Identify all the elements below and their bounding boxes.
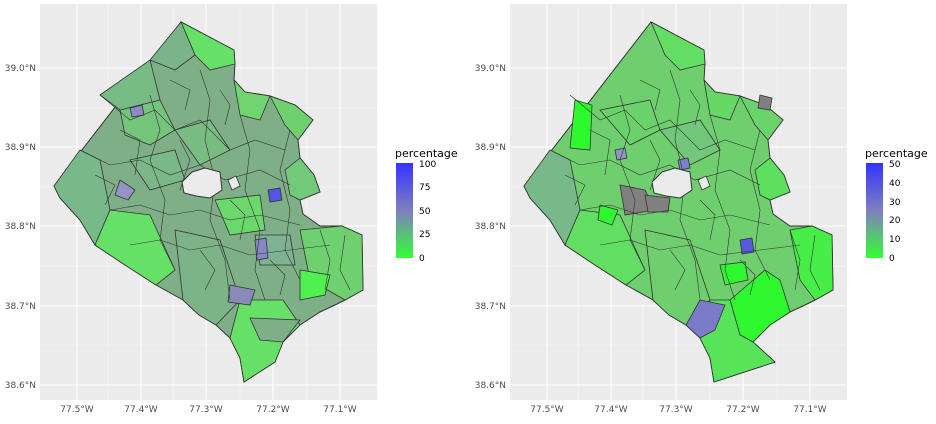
left-x-tick-label: 77.5°W	[60, 405, 94, 415]
right-tract-borders	[549, 69, 821, 301]
left-legend: percentage 100 75 50 25 0	[395, 147, 458, 264]
left-excluded-area-small	[227, 175, 241, 191]
left-y-tick-label: 39.0°N	[5, 64, 36, 74]
left-legend-tick-label: 75	[419, 183, 430, 193]
left-y-tick-label: 38.9°N	[5, 143, 36, 153]
left-y-tick-label: 38.7°N	[5, 302, 36, 312]
right-y-tick-label: 38.9°N	[475, 143, 506, 153]
right-legend-tick-label: 10	[889, 235, 901, 245]
left-x-tick-label: 77.3°W	[189, 405, 223, 415]
right-legend-title: percentage	[865, 147, 928, 160]
right-map-panel: 39.0°N 38.9°N 38.8°N 38.7°N 38.6°N 77.5°…	[475, 4, 928, 415]
right-x-tick-label: 77.2°W	[726, 405, 760, 415]
right-y-tick-label: 39.0°N	[475, 64, 506, 74]
right-legend-tick-label: 30	[889, 198, 901, 208]
right-legend-tick-label: 50	[889, 160, 901, 170]
right-legend-tick-label: 0	[889, 254, 895, 264]
right-y-tick-label: 38.8°N	[475, 222, 506, 232]
right-tract-polygons	[523, 21, 834, 383]
left-legend-tick-label: 25	[419, 230, 430, 240]
right-excluded-area-small	[697, 175, 711, 191]
left-y-tick-label: 38.8°N	[5, 222, 36, 232]
right-x-tick-label: 77.1°W	[793, 405, 827, 415]
left-tract-polygons	[53, 21, 364, 383]
left-legend-tick-label: 100	[419, 160, 436, 170]
right-legend: percentage 50 40 30 20 10 0	[865, 147, 928, 264]
right-x-tick-label: 77.4°W	[594, 405, 628, 415]
left-x-tick-label: 77.4°W	[124, 405, 158, 415]
left-legend-title: percentage	[395, 147, 458, 160]
right-legend-tick-label: 20	[889, 216, 901, 226]
left-map-panel: 39.0°N 38.9°N 38.8°N 38.7°N 38.6°N 77.5°…	[5, 4, 458, 415]
left-x-axis: 77.5°W 77.4°W 77.3°W 77.2°W 77.1°W	[60, 405, 357, 415]
right-excluded-area	[651, 167, 693, 199]
left-legend-colorbar	[396, 163, 413, 258]
left-tract-borders	[79, 69, 351, 301]
left-excluded-area	[181, 167, 223, 199]
right-y-tick-label: 38.7°N	[475, 302, 506, 312]
left-x-tick-label: 77.1°W	[323, 405, 357, 415]
right-x-tick-label: 77.3°W	[659, 405, 693, 415]
left-legend-tick-label: 50	[419, 207, 431, 217]
right-y-tick-label: 38.6°N	[475, 381, 506, 391]
left-y-tick-label: 38.6°N	[5, 381, 36, 391]
right-legend-tick-label: 40	[889, 179, 901, 189]
right-x-tick-label: 77.5°W	[530, 405, 564, 415]
right-x-axis: 77.5°W 77.4°W 77.3°W 77.2°W 77.1°W	[530, 405, 827, 415]
right-y-axis: 39.0°N 38.9°N 38.8°N 38.7°N 38.6°N	[475, 64, 506, 391]
left-legend-tick-label: 0	[419, 254, 425, 264]
right-legend-colorbar	[866, 163, 883, 258]
left-y-axis: 39.0°N 38.9°N 38.8°N 38.7°N 38.6°N	[5, 64, 36, 391]
left-x-tick-label: 77.2°W	[256, 405, 290, 415]
